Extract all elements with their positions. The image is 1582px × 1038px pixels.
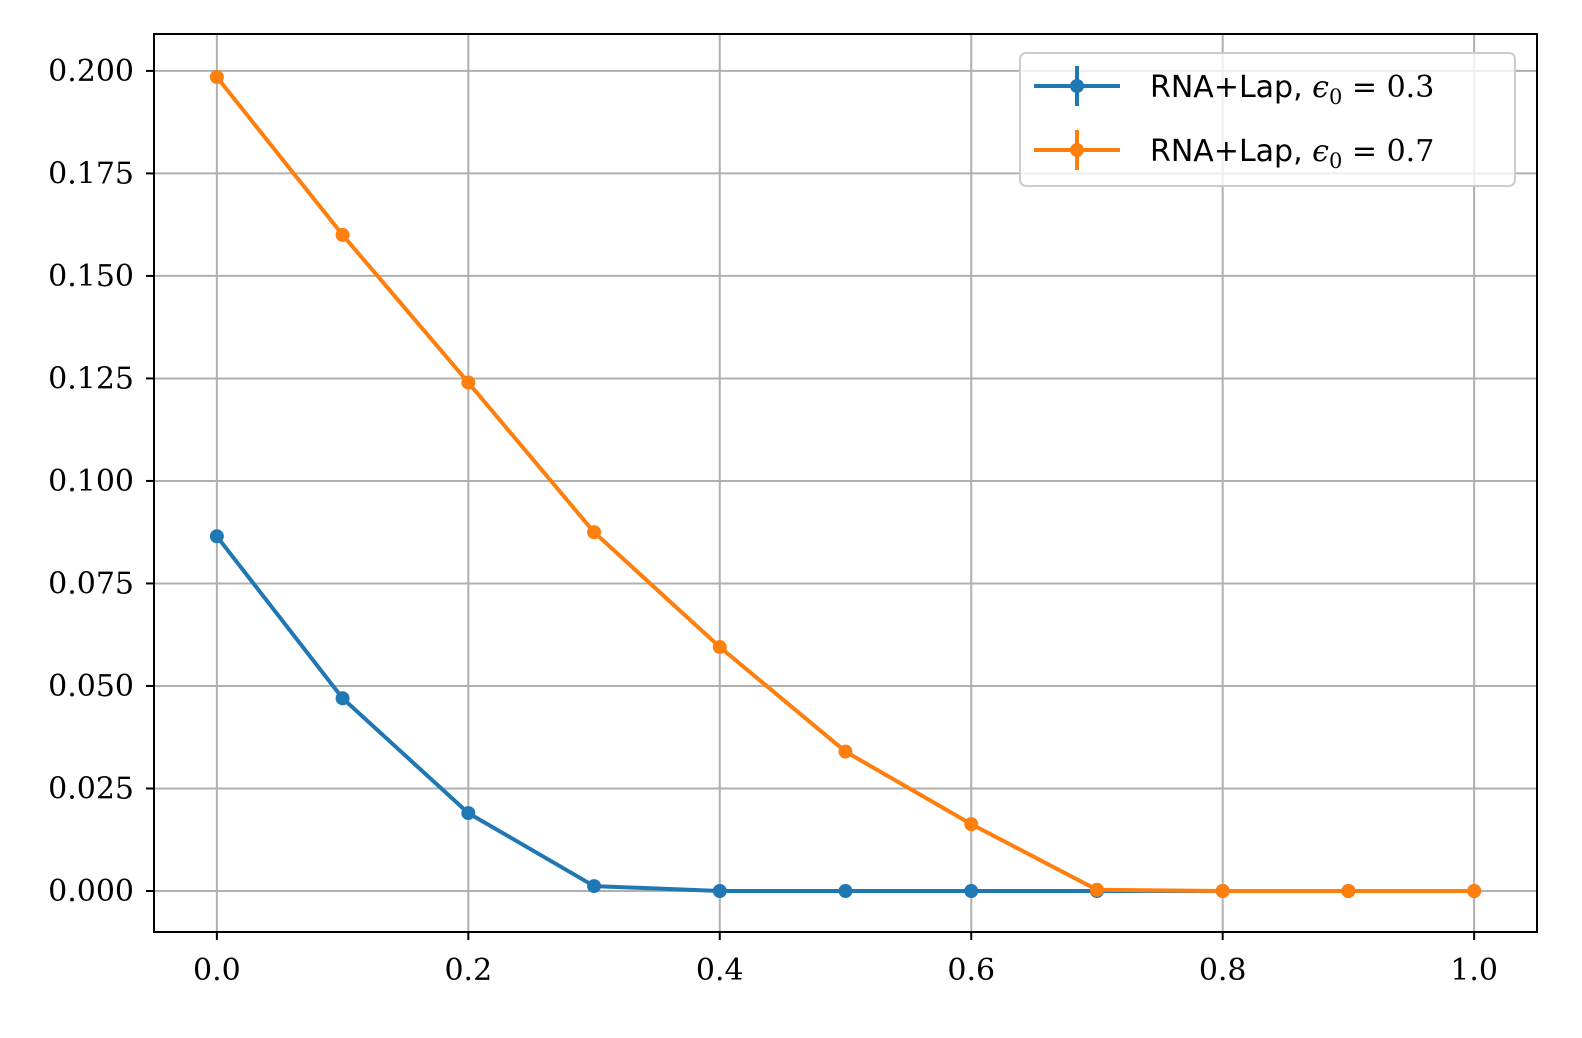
legend-box	[1019, 52, 1516, 187]
y-tick-label: 0.125	[48, 361, 134, 396]
legend-label-prefix: RNA+Lap,	[1150, 70, 1312, 105]
legend-label-subscript: 0	[1329, 149, 1342, 173]
x-tick-label: 0.6	[947, 953, 995, 988]
data-point	[1089, 882, 1104, 897]
x-tick-label: 0.4	[696, 953, 744, 988]
y-tick-label: 0.150	[48, 259, 134, 294]
data-point	[1467, 883, 1482, 898]
legend-label-subscript: 0	[1329, 85, 1342, 109]
data-point	[587, 525, 602, 540]
data-point	[838, 883, 853, 898]
series-layer	[209, 70, 1482, 898]
data-point	[461, 806, 476, 821]
x-tick-label: 0.0	[193, 953, 241, 988]
legend-label-symbol: ϵ	[1312, 134, 1329, 169]
data-point	[209, 529, 224, 544]
data-point	[712, 883, 727, 898]
data-point	[1341, 883, 1356, 898]
y-tick-label: 0.000	[48, 874, 134, 909]
grid-lines	[154, 34, 1537, 932]
legend-label: RNA+Lap, ϵ0 = 0.7	[1150, 134, 1434, 173]
legend-label-symbol: ϵ	[1312, 70, 1329, 105]
y-tick-label: 0.200	[48, 54, 134, 89]
x-tick-label: 0.8	[1199, 953, 1247, 988]
legend-entry-1: RNA+Lap, ϵ0 = 0.3	[1034, 66, 1434, 109]
data-point	[964, 817, 979, 832]
data-point	[964, 883, 979, 898]
data-point	[838, 744, 853, 759]
y-tick-label: 0.025	[48, 771, 134, 806]
axes-frame	[153, 33, 1538, 933]
legend-entry-2: RNA+Lap, ϵ0 = 0.7	[1034, 130, 1434, 173]
y-tick-label: 0.175	[48, 156, 134, 191]
legend-marker	[1070, 143, 1084, 157]
y-tick-label: 0.100	[48, 464, 134, 499]
data-point	[712, 640, 727, 655]
data-point	[587, 879, 602, 894]
y-tick-label: 0.075	[48, 566, 134, 601]
y-axis: 0.000 0.025 0.050 0.075 0.100 0.125 0.150 0.175…	[48, 54, 154, 909]
legend-label: RNA+Lap, ϵ0 = 0.3	[1150, 70, 1434, 109]
x-tick-label: 1.0	[1450, 953, 1498, 988]
data-point	[335, 691, 350, 706]
x-axis: 0.0 0.2 0.4 0.6 0.8 1.0	[193, 932, 1498, 988]
legend-label-prefix: RNA+Lap,	[1150, 134, 1312, 169]
series-2	[209, 70, 1482, 898]
data-point	[461, 375, 476, 390]
data-point	[1215, 883, 1230, 898]
y-tick-label: 0.050	[48, 669, 134, 704]
data-point	[335, 227, 350, 242]
legend-label-rest: = 0.7	[1342, 134, 1434, 169]
data-point	[209, 70, 224, 85]
legend-label-rest: = 0.3	[1342, 70, 1434, 105]
x-tick-label: 0.2	[444, 953, 492, 988]
legend-marker	[1070, 79, 1084, 93]
